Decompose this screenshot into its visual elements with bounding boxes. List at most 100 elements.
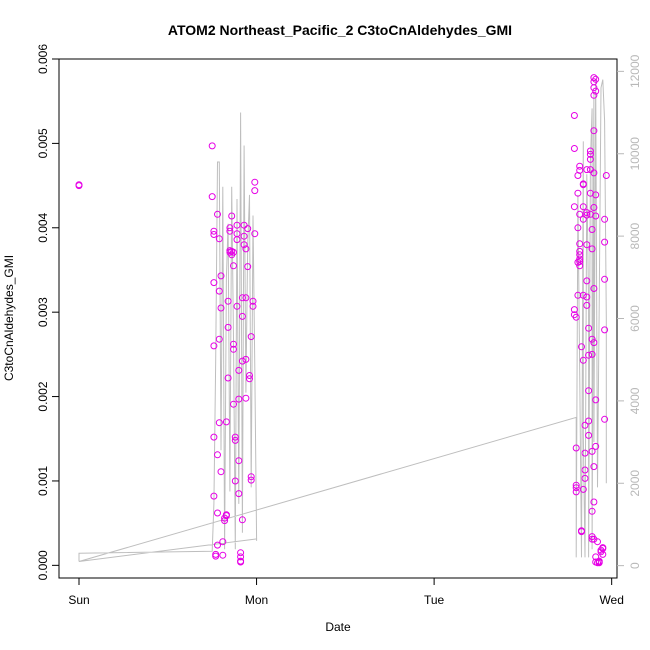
data-point — [251, 187, 259, 195]
data-point — [590, 498, 598, 506]
data-point — [576, 258, 584, 265]
data-point — [570, 112, 578, 119]
data-point — [583, 166, 591, 174]
data-point — [231, 477, 239, 485]
plot-frame — [58, 58, 618, 579]
y-tick-label: 0.005 — [36, 128, 50, 158]
data-point — [572, 481, 580, 489]
data-point — [581, 474, 589, 482]
data-point — [228, 212, 236, 220]
data-point — [592, 442, 600, 450]
data-point — [601, 415, 609, 423]
data-point — [572, 313, 580, 321]
data-point — [585, 351, 593, 359]
data-point — [601, 326, 609, 334]
x-tick-label: Sun — [68, 593, 89, 607]
data-point — [217, 468, 225, 476]
data-point — [576, 210, 584, 218]
data-point — [588, 335, 596, 343]
data-point — [230, 400, 237, 408]
data-point — [226, 227, 234, 235]
data-point — [590, 169, 598, 177]
data-point — [588, 447, 596, 455]
data-point — [576, 162, 584, 170]
data-point — [235, 395, 243, 403]
data-point — [208, 142, 216, 150]
data-point — [578, 528, 585, 536]
data-point — [246, 372, 253, 379]
x-tick-label: Tue — [424, 593, 445, 607]
data-point — [224, 374, 232, 382]
data-point — [215, 287, 223, 295]
data-point — [583, 241, 591, 249]
data-point — [576, 251, 584, 259]
data-point — [246, 375, 253, 383]
data-point — [217, 304, 225, 312]
data-point — [590, 84, 598, 92]
data-point — [590, 339, 598, 347]
data-point — [601, 238, 609, 246]
data-point — [576, 166, 584, 174]
data-point — [592, 212, 600, 220]
data-point — [214, 210, 221, 218]
y-tick-label: 0.002 — [36, 381, 50, 411]
data-point — [214, 541, 221, 549]
data-point — [240, 241, 248, 249]
point-series — [75, 74, 610, 567]
data-point — [590, 285, 598, 292]
data-point — [224, 323, 232, 331]
data-point — [235, 366, 243, 374]
y2-tick-label: 10000 — [628, 137, 642, 171]
data-point — [238, 294, 246, 302]
data-point — [583, 301, 591, 309]
y2-tick-label: 6000 — [628, 305, 642, 332]
y2-tick-label: 2000 — [628, 470, 642, 497]
data-point — [251, 178, 259, 186]
data-point — [592, 396, 600, 404]
data-point — [579, 356, 587, 364]
y2-tick-label: 0 — [628, 562, 642, 569]
data-point — [233, 236, 241, 244]
data-point — [586, 147, 594, 155]
data-point — [237, 549, 245, 557]
data-point — [601, 215, 609, 223]
data-point — [242, 394, 250, 402]
data-point — [585, 417, 593, 425]
data-point — [581, 421, 589, 429]
data-point — [214, 509, 221, 517]
data-point — [579, 291, 587, 299]
data-point — [215, 419, 223, 427]
data-point — [224, 297, 232, 305]
data-point — [590, 463, 598, 471]
data-point — [583, 277, 591, 285]
data-point — [579, 215, 587, 223]
y-tick-label: 0.000 — [36, 550, 50, 580]
data-point — [222, 418, 230, 426]
data-point — [210, 231, 218, 238]
data-point — [237, 553, 245, 561]
data-point — [576, 255, 584, 263]
data-point — [247, 476, 255, 484]
data-point — [576, 247, 584, 255]
y-tick-label: 0.006 — [36, 44, 50, 74]
data-point — [588, 350, 596, 358]
data-point — [599, 544, 607, 552]
data-point — [590, 91, 598, 99]
y-tick-label: 0.003 — [36, 297, 50, 327]
data-point — [247, 473, 255, 481]
data-point — [210, 433, 218, 441]
y2-tick-label: 8000 — [628, 222, 642, 249]
data-point — [233, 221, 241, 229]
data-point — [585, 324, 593, 332]
data-point — [588, 245, 596, 253]
y-tick-label: 0.001 — [36, 466, 50, 496]
y-axis-label: C3toCnAldehydes_GMI — [2, 255, 16, 381]
data-point — [235, 490, 243, 498]
y-axis-left: 0.000 0.001 0.002 0.003 0.004 0.005 0.006 — [36, 44, 59, 580]
data-point — [572, 444, 580, 452]
data-point — [217, 272, 225, 280]
data-point — [590, 127, 598, 135]
data-point — [233, 302, 241, 310]
data-point — [247, 333, 255, 341]
